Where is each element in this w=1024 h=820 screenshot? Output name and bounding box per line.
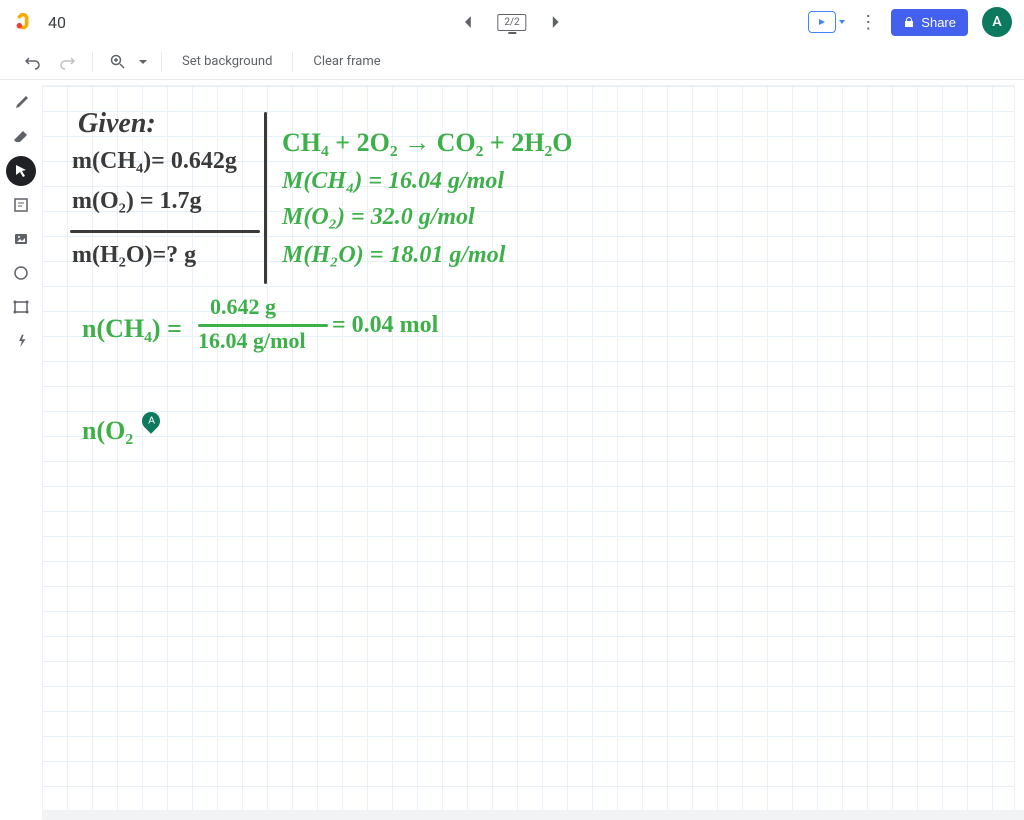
page-indicator[interactable]: 2/2	[497, 14, 526, 31]
separator	[292, 52, 293, 72]
text-box-tool[interactable]	[6, 292, 36, 322]
more-options-button[interactable]: ⋮	[859, 12, 877, 33]
hw-molar-o2: M(O₂) = 32.0 g/mol	[282, 204, 475, 231]
hw-m-ch4: m(CH₄)= 0.642g	[72, 148, 237, 175]
page-navigation: 2/2	[453, 8, 570, 36]
next-page-button[interactable]	[543, 8, 571, 36]
hw-n-ch4-left: n(CH₄) =	[82, 314, 182, 344]
shape-tool[interactable]	[6, 258, 36, 288]
separator	[92, 52, 93, 72]
redo-button[interactable]	[52, 47, 82, 77]
hw-m-h2o: m(H₂O)=? g	[72, 242, 196, 269]
main-area: Given: m(CH₄)= 0.642g m(O₂) = 1.7g m(H₂O…	[0, 80, 1024, 820]
hw-n-ch4-result: = 0.04 mol	[332, 312, 438, 339]
hw-molar-h2o: M(H₂O) = 18.01 g/mol	[282, 242, 505, 269]
share-label: Share	[921, 15, 956, 30]
zoom-dropdown-icon[interactable]	[139, 60, 147, 64]
lock-icon	[903, 16, 915, 28]
bottom-scrollbar[interactable]	[0, 810, 1024, 820]
undo-button[interactable]	[18, 47, 48, 77]
sticky-note-tool[interactable]	[6, 190, 36, 220]
hw-molar-ch4: M(CH₄) = 16.04 g/mol	[282, 168, 504, 195]
tool-sidebar	[0, 80, 42, 820]
hw-m-o2: m(O₂) = 1.7g	[72, 188, 202, 215]
jamboard-logo-icon	[12, 11, 34, 33]
share-button[interactable]: Share	[891, 9, 968, 36]
toolbar: Set background Clear frame	[0, 44, 1024, 80]
present-dropdown-icon[interactable]	[839, 20, 845, 24]
select-tool[interactable]	[6, 156, 36, 186]
clear-frame-button[interactable]: Clear frame	[303, 54, 390, 69]
user-avatar[interactable]: A	[982, 7, 1012, 37]
whiteboard-canvas[interactable]: Given: m(CH₄)= 0.642g m(O₂) = 1.7g m(H₂O…	[42, 86, 1014, 810]
present-button[interactable]	[808, 11, 836, 33]
canvas-wrapper: Given: m(CH₄)= 0.642g m(O₂) = 1.7g m(H₂O…	[42, 80, 1024, 820]
hw-n-o2: n(O₂	[82, 416, 133, 446]
image-tool[interactable]	[6, 224, 36, 254]
hw-vline	[264, 112, 267, 284]
document-title[interactable]: 40	[48, 13, 66, 32]
laser-tool[interactable]	[6, 326, 36, 356]
separator	[161, 52, 162, 72]
top-bar: 40 2/2 ⋮ Share A	[0, 0, 1024, 44]
eraser-tool[interactable]	[6, 122, 36, 152]
topbar-right: ⋮ Share A	[808, 7, 1012, 37]
hw-equation: CH₄ + 2O₂ → CO₂ + 2H₂O	[282, 128, 572, 158]
hw-n-ch4-den: 16.04 g/mol	[198, 328, 306, 354]
hw-given: Given:	[78, 108, 156, 140]
hw-n-ch4-num: 0.642 g	[210, 294, 276, 320]
hw-frac-line	[198, 324, 328, 327]
prev-page-button[interactable]	[453, 8, 481, 36]
hw-hline	[70, 230, 260, 233]
pen-tool[interactable]	[6, 88, 36, 118]
set-background-button[interactable]: Set background	[172, 54, 282, 69]
zoom-button[interactable]	[103, 47, 133, 77]
